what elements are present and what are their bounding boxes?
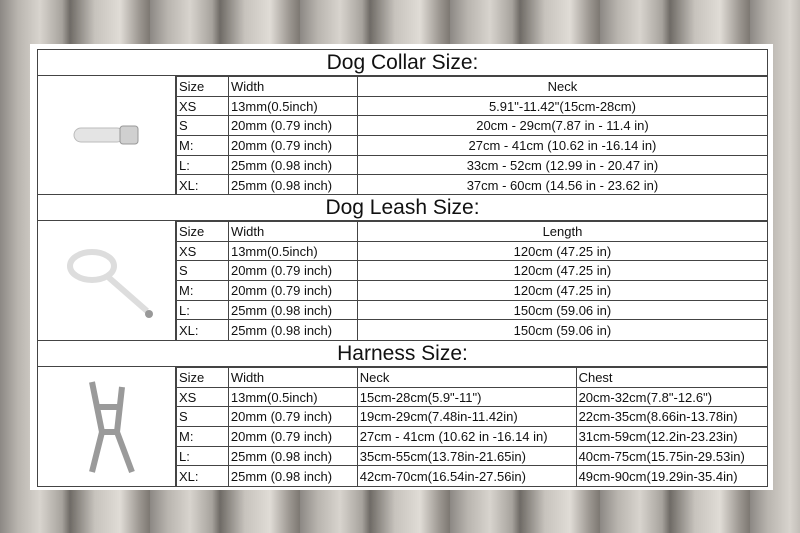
table-cell: XL:	[176, 174, 229, 195]
table-cell: XS	[176, 95, 229, 117]
section-title: Dog Leash Size:	[38, 195, 767, 221]
table-cell: M:	[176, 426, 229, 447]
table-row: M: 20mm (0.79 inch) 27cm - 41cm (10.62 in …	[176, 135, 767, 156]
table-cell: L:	[176, 299, 229, 321]
column-header: Length	[356, 221, 767, 242]
size-chart: Dog Collar Size: Size Width Neck XS 13mm(0.5…	[37, 49, 768, 487]
table-cell: 35cm-55cm(13.78in-21.65in)	[356, 445, 577, 467]
table-cell: 42cm-70cm(16.54in-27.56in)	[356, 465, 577, 486]
table-cell: 20cm-32cm(7.8"-12.6")	[575, 386, 767, 408]
column-header: Width	[227, 367, 358, 388]
table-cell: 31cm-59cm(12.2in-23.23in)	[575, 426, 767, 447]
table-cell: S	[176, 260, 229, 282]
table-cell: 20mm (0.79 inch)	[227, 426, 358, 447]
table-cell: 25mm (0.98 inch)	[227, 319, 358, 340]
table-row: L: 25mm (0.98 inch) 35cm-55cm(13.78in-21.6…	[176, 445, 767, 467]
table-cell: 40cm-75cm(15.75in-29.53in)	[575, 445, 767, 467]
table-cell: M:	[176, 280, 229, 301]
table-cell: 20mm (0.79 inch)	[227, 115, 358, 137]
table-cell: 5.91"-11.42"(15cm-28cm)	[356, 95, 767, 117]
table-header: Size Width Length	[176, 221, 767, 242]
table-cell: 120cm (47.25 in)	[356, 260, 767, 282]
table-cell: 27cm - 41cm (10.62 in -16.14 in)	[356, 135, 767, 156]
section-title: Harness Size:	[38, 341, 767, 367]
leash-section: Dog Leash Size: Size Width Length XS 13mm(0.…	[38, 195, 767, 341]
table-cell: 25mm (0.98 inch)	[227, 465, 358, 486]
table-cell: XL:	[176, 319, 229, 340]
harness-table: Size Width Neck Chest XS 13mm(0.5inch) 15cm-28…	[176, 367, 767, 486]
harness-image	[38, 367, 176, 486]
table-cell: 150cm (59.06 in)	[356, 299, 767, 321]
table-cell: 25mm (0.98 inch)	[227, 154, 358, 176]
table-cell: 20mm (0.79 inch)	[227, 406, 358, 428]
collar-table: Size Width Neck XS 13mm(0.5inch) 5.91"-11.42"…	[176, 76, 767, 195]
table-row: M: 20mm (0.79 inch) 27cm - 41cm (10.62 in …	[176, 426, 767, 447]
table-header: Size Width Neck Chest	[176, 367, 767, 388]
column-header: Size	[176, 367, 229, 388]
collar-image	[38, 76, 176, 194]
table-cell: M:	[176, 135, 229, 156]
table-cell: L:	[176, 154, 229, 176]
table-cell: XS	[176, 240, 229, 262]
table-row: S 20mm (0.79 inch) 19cm-29cm(7.48in-11.42i…	[176, 406, 767, 428]
table-cell: 13mm(0.5inch)	[227, 386, 358, 408]
table-header: Size Width Neck	[176, 76, 767, 97]
table-cell: 37cm - 60cm (14.56 in - 23.62 in)	[356, 174, 767, 195]
table-row: XS 13mm(0.5inch) 5.91"-11.42"(15cm-28cm)	[176, 95, 767, 117]
section-title: Dog Collar Size:	[38, 50, 767, 76]
table-row: XL: 25mm (0.98 inch) 42cm-70cm(16.54in-27.…	[176, 465, 767, 486]
column-header: Size	[176, 76, 229, 97]
column-header: Neck	[356, 76, 767, 97]
table-cell: 20cm - 29cm(7.87 in - 11.4 in)	[356, 115, 767, 137]
column-header: Neck	[356, 367, 577, 388]
table-cell: 15cm-28cm(5.9"-11")	[356, 386, 577, 408]
column-header: Chest	[575, 367, 767, 388]
table-cell: XS	[176, 386, 229, 408]
table-row: M: 20mm (0.79 inch) 120cm (47.25 in)	[176, 280, 767, 301]
table-row: L: 25mm (0.98 inch) 33cm - 52cm (12.99 in …	[176, 154, 767, 176]
table-row: XS 13mm(0.5inch) 120cm (47.25 in)	[176, 240, 767, 262]
table-cell: S	[176, 115, 229, 137]
table-cell: 25mm (0.98 inch)	[227, 445, 358, 467]
table-cell: 150cm (59.06 in)	[356, 319, 767, 340]
column-header: Width	[227, 76, 358, 97]
table-cell: 27cm - 41cm (10.62 in -16.14 in)	[356, 426, 577, 447]
table-cell: S	[176, 406, 229, 428]
table-cell: 120cm (47.25 in)	[356, 280, 767, 301]
table-row: XL: 25mm (0.98 inch) 150cm (59.06 in)	[176, 319, 767, 340]
table-cell: L:	[176, 445, 229, 467]
table-cell: 13mm(0.5inch)	[227, 95, 358, 117]
table-cell: 25mm (0.98 inch)	[227, 174, 358, 195]
table-cell: 20mm (0.79 inch)	[227, 135, 358, 156]
table-cell: 22cm-35cm(8.66in-13.78in)	[575, 406, 767, 428]
table-cell: 20mm (0.79 inch)	[227, 280, 358, 301]
table-cell: 13mm(0.5inch)	[227, 240, 358, 262]
leash-image	[38, 221, 176, 340]
table-cell: 19cm-29cm(7.48in-11.42in)	[356, 406, 577, 428]
table-cell: 20mm (0.79 inch)	[227, 260, 358, 282]
table-cell: 33cm - 52cm (12.99 in - 20.47 in)	[356, 154, 767, 176]
collar-section: Dog Collar Size: Size Width Neck XS 13mm(0.5…	[38, 50, 767, 195]
harness-section: Harness Size: Size Width Neck Chest XS 13mm(0…	[38, 341, 767, 486]
table-cell: XL:	[176, 465, 229, 486]
table-row: XL: 25mm (0.98 inch) 37cm - 60cm (14.56 in…	[176, 174, 767, 195]
table-cell: 25mm (0.98 inch)	[227, 299, 358, 321]
column-header: Width	[227, 221, 358, 242]
table-cell: 49cm-90cm(19.29in-35.4in)	[575, 465, 767, 486]
table-row: S 20mm (0.79 inch) 20cm - 29cm(7.87 in - 1…	[176, 115, 767, 137]
column-header: Size	[176, 221, 229, 242]
table-row: S 20mm (0.79 inch) 120cm (47.25 in)	[176, 260, 767, 282]
leash-table: Size Width Length XS 13mm(0.5inch) 120cm (47.…	[176, 221, 767, 340]
table-row: L: 25mm (0.98 inch) 150cm (59.06 in)	[176, 299, 767, 321]
table-row: XS 13mm(0.5inch) 15cm-28cm(5.9"-11") 20cm-3…	[176, 386, 767, 408]
table-cell: 120cm (47.25 in)	[356, 240, 767, 262]
